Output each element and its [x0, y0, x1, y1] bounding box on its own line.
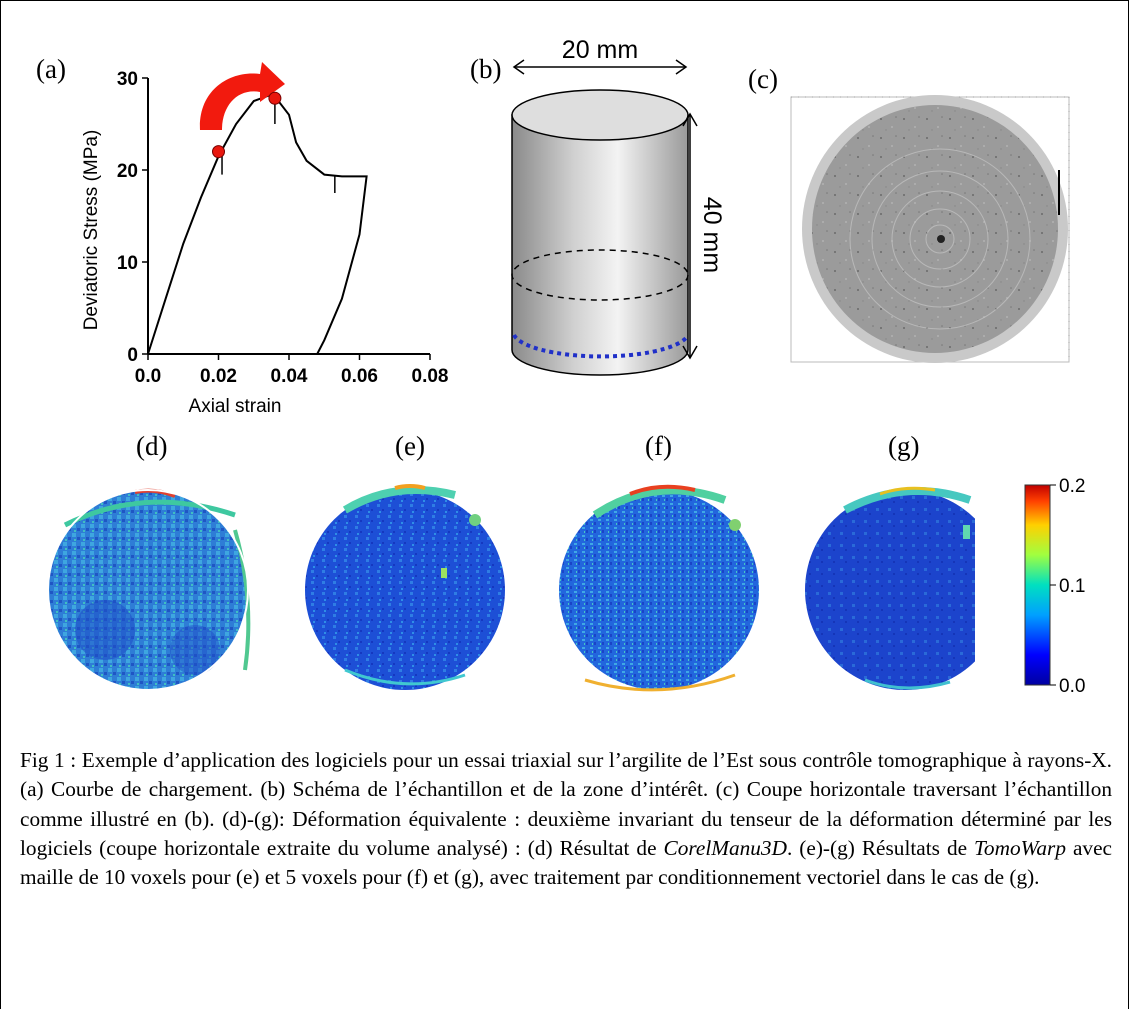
- stress-strain-curve: [148, 95, 367, 354]
- x-tick-label: 0.08: [412, 366, 449, 387]
- strain-map-d: [48, 490, 248, 690]
- y-tick-label: 10: [117, 253, 138, 274]
- x-tick-label: 0.04: [271, 366, 308, 387]
- chart-axes: [148, 78, 430, 354]
- cylinder-body: [512, 115, 688, 375]
- strain-map-g: [805, 488, 975, 690]
- panel-label-c: (c): [748, 66, 778, 93]
- caption-software-2: TomoWarp: [974, 836, 1066, 860]
- caption-text-2: . (e)-(g) Résultats de: [787, 836, 974, 860]
- panel-label-g: (g): [888, 433, 919, 460]
- panel-label-d: (d): [136, 433, 167, 460]
- y-tick-label: 20: [117, 161, 138, 182]
- curve-spikes: [222, 98, 335, 193]
- figure-caption: Fig 1 : Exemple d’application des logici…: [20, 746, 1112, 892]
- x-tick-label: 0.06: [341, 366, 378, 387]
- x-axis-label: Axial strain: [189, 396, 282, 417]
- panel-label-e: (e): [395, 433, 425, 460]
- ct-slice-sample: [812, 105, 1058, 353]
- panel-label-b: (b): [470, 56, 501, 83]
- panel-label-f: (f): [645, 433, 672, 460]
- colorbar-tick-bottom: 0.0: [1059, 676, 1085, 695]
- y-tick-label: 0: [127, 345, 138, 366]
- y-tick-label: 30: [117, 69, 138, 90]
- caption-software-1: CorelManu3D: [664, 836, 787, 860]
- colorbar-tick-mid: 0.1: [1059, 576, 1085, 597]
- cylinder-top: [512, 90, 688, 140]
- strain-map-e: [305, 486, 505, 690]
- specimen-diagram: 20 mm 40 mm: [500, 20, 740, 390]
- colorbar-tick-top: 0.2: [1059, 476, 1085, 497]
- colorbar-gradient: [1025, 485, 1050, 685]
- x-tick-label: 0.0: [135, 366, 161, 387]
- colorbar: 0.2 0.1 0.0: [1015, 475, 1115, 695]
- strain-map-f: [559, 487, 759, 690]
- chart-ticks: 0.0 0.02 0.04 0.06 0.08 0 10 20 30: [117, 69, 449, 387]
- y-axis-label: Deviatoric Stress (MPa): [81, 130, 102, 331]
- panel-label-a: (a): [36, 56, 66, 83]
- width-label: 20 mm: [562, 36, 638, 64]
- height-label: 40 mm: [698, 197, 726, 273]
- strain-maps: [45, 470, 975, 720]
- ct-slice-image: [785, 95, 1075, 370]
- chart-marker-point: [269, 92, 281, 104]
- x-tick-label: 0.02: [200, 366, 237, 387]
- chart-marker-point: [213, 146, 225, 158]
